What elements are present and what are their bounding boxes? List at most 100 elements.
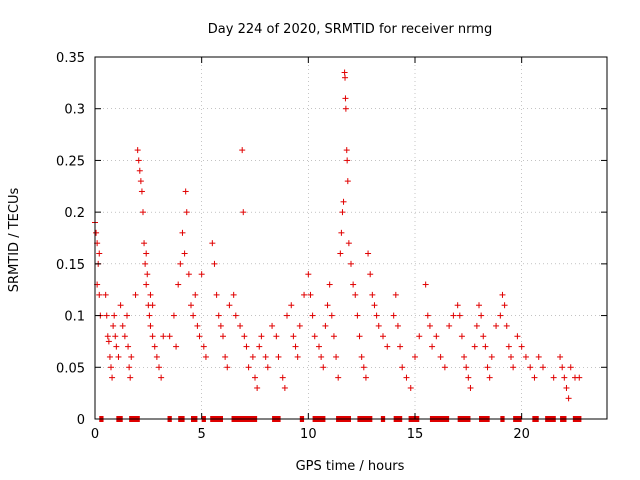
data-point bbox=[508, 353, 514, 360]
data-point bbox=[106, 353, 113, 360]
data-point bbox=[166, 333, 173, 340]
data-point bbox=[149, 333, 156, 340]
data-point bbox=[318, 353, 325, 360]
data-point bbox=[196, 333, 203, 340]
data-point bbox=[200, 343, 207, 350]
data-point bbox=[450, 312, 457, 319]
data-point bbox=[143, 250, 150, 257]
data-point bbox=[441, 364, 448, 371]
data-point bbox=[183, 209, 190, 216]
data-point bbox=[217, 322, 224, 329]
data-point bbox=[358, 353, 365, 360]
data-point bbox=[501, 302, 508, 309]
data-point bbox=[125, 343, 132, 350]
axis-ticks bbox=[94, 56, 607, 420]
data-point bbox=[220, 333, 226, 340]
data-point bbox=[473, 322, 480, 329]
data-point bbox=[352, 291, 359, 298]
data-point bbox=[111, 312, 118, 319]
data-point bbox=[181, 250, 188, 257]
x-tick-label: 10 bbox=[300, 427, 317, 442]
data-point bbox=[348, 260, 354, 267]
data-point bbox=[471, 343, 478, 350]
data-point bbox=[567, 364, 574, 371]
data-point bbox=[446, 322, 453, 329]
data-point bbox=[103, 312, 110, 319]
data-point bbox=[422, 281, 429, 288]
data-point bbox=[149, 302, 156, 309]
data-point bbox=[326, 281, 333, 288]
data-point bbox=[128, 353, 135, 360]
data-point bbox=[93, 229, 100, 236]
data-point bbox=[510, 364, 517, 371]
data-point bbox=[143, 281, 150, 288]
data-point bbox=[254, 384, 261, 391]
data-point bbox=[194, 322, 201, 329]
data-point bbox=[550, 374, 557, 381]
data-point bbox=[330, 333, 337, 340]
y-tick-label: 0 bbox=[77, 413, 85, 428]
data-point bbox=[328, 312, 335, 319]
data-point bbox=[576, 374, 583, 381]
data-point bbox=[342, 95, 349, 102]
y-tick-label: 0.25 bbox=[56, 154, 85, 169]
data-point bbox=[465, 374, 472, 381]
y-tick-label: 0.3 bbox=[64, 103, 85, 118]
data-point bbox=[456, 312, 463, 319]
data-point bbox=[104, 333, 111, 340]
data-point bbox=[412, 353, 418, 360]
data-point bbox=[309, 312, 316, 319]
x-tick-label: 20 bbox=[513, 427, 530, 442]
data-point bbox=[262, 353, 269, 360]
data-point bbox=[110, 322, 117, 329]
data-point bbox=[239, 147, 246, 154]
data-point bbox=[243, 343, 250, 350]
x-tick-labels: 0 5 10 15 20 bbox=[91, 427, 530, 442]
data-point bbox=[344, 157, 351, 164]
data-point bbox=[486, 374, 493, 381]
data-point bbox=[237, 322, 244, 329]
data-point bbox=[365, 250, 372, 257]
data-point bbox=[190, 312, 197, 319]
data-point bbox=[540, 364, 546, 371]
data-point bbox=[345, 240, 352, 247]
y-tick-labels: 0 0.05 0.1 0.15 0.2 0.25 0.3 0.35 bbox=[56, 51, 85, 428]
data-point bbox=[403, 374, 410, 381]
data-point bbox=[211, 260, 218, 267]
data-points bbox=[92, 69, 583, 402]
data-point bbox=[390, 312, 397, 319]
data-point bbox=[137, 178, 144, 185]
data-point bbox=[350, 281, 357, 288]
data-point bbox=[433, 333, 440, 340]
data-point bbox=[397, 343, 404, 350]
data-point bbox=[335, 374, 342, 381]
data-point bbox=[288, 302, 295, 309]
data-point bbox=[333, 353, 340, 360]
data-point bbox=[202, 353, 209, 360]
data-point bbox=[407, 384, 414, 391]
data-point bbox=[232, 312, 239, 319]
data-point bbox=[342, 74, 349, 81]
data-point bbox=[557, 353, 564, 360]
data-point bbox=[160, 333, 167, 340]
data-point bbox=[294, 353, 301, 360]
data-point bbox=[269, 322, 276, 329]
data-point bbox=[147, 291, 154, 298]
data-point bbox=[192, 291, 199, 298]
data-point bbox=[344, 178, 351, 185]
data-point bbox=[136, 167, 143, 174]
data-point bbox=[135, 157, 142, 164]
data-point bbox=[522, 353, 529, 360]
data-point bbox=[559, 364, 566, 371]
data-point bbox=[505, 343, 512, 350]
data-point bbox=[132, 291, 139, 298]
data-point bbox=[531, 374, 538, 381]
data-point bbox=[324, 302, 331, 309]
data-point bbox=[281, 384, 288, 391]
data-point bbox=[170, 312, 177, 319]
data-point bbox=[96, 250, 103, 257]
data-point bbox=[142, 260, 149, 267]
y-tick-label: 0.05 bbox=[56, 361, 85, 376]
data-point bbox=[258, 333, 265, 340]
